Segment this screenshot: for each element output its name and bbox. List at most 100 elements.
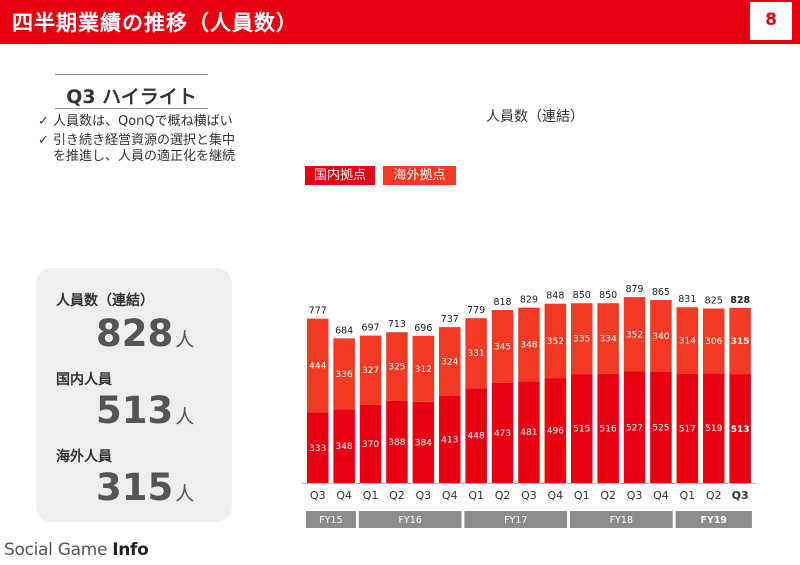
summary-panel: 人員数（連結） 828 人 国内人員 513 人 海外人員 315 人	[36, 268, 232, 522]
bar-domestic	[359, 404, 382, 483]
data-label-overseas: 314	[679, 336, 696, 346]
data-label-domestic: 448	[468, 432, 485, 442]
data-label-domestic: 515	[573, 425, 590, 435]
bar-domestic	[518, 381, 540, 483]
bar-domestic	[465, 388, 487, 483]
watermark: Social Game Info	[4, 540, 149, 560]
overseas-headcount-label: 海外人員	[56, 449, 112, 465]
data-label-overseas: 345	[494, 342, 511, 352]
data-label-domestic: 370	[362, 440, 379, 450]
bar-overseas	[333, 338, 355, 410]
data-label-overseas: 327	[362, 366, 379, 376]
x-tick-label: Q1	[363, 489, 379, 502]
chart-title: 人員数（連結）	[486, 109, 584, 125]
x-tick-label: Q4	[336, 489, 352, 502]
data-label-domestic: 516	[600, 424, 617, 434]
data-label-overseas: 334	[600, 335, 617, 345]
data-label-overseas: 340	[652, 332, 669, 342]
data-label-domestic: 519	[705, 424, 722, 434]
x-tick-label: Q3	[732, 489, 749, 502]
bar-domestic	[650, 371, 672, 483]
bar-overseas	[729, 307, 751, 375]
x-tick-label: Q3	[416, 489, 432, 502]
data-label-overseas: 324	[441, 357, 458, 367]
bar-domestic	[439, 395, 461, 483]
fiscal-year-band	[358, 511, 462, 528]
data-label-total: 713	[388, 319, 406, 330]
data-label-overseas: 335	[573, 335, 590, 345]
data-label-overseas: 352	[626, 330, 643, 340]
data-label-domestic: 388	[388, 438, 405, 448]
check-icon: ✓	[38, 114, 49, 129]
fiscal-year-band	[675, 511, 752, 528]
data-label-total: 696	[414, 323, 432, 334]
data-label-total: 850	[573, 290, 591, 301]
data-label-domestic: 517	[679, 424, 696, 434]
bar-overseas	[544, 303, 567, 379]
x-tick-label: Q1	[574, 489, 590, 502]
fiscal-year-band	[306, 511, 356, 528]
bar-overseas	[650, 300, 672, 372]
highlight-top-rule	[55, 74, 208, 75]
bar-overseas	[412, 335, 435, 402]
data-label-domestic: 333	[309, 444, 326, 454]
highlight-bullets: ✓ 人員数は、QonQで概ね横ばい ✓ 引き続き経営資源の選択と集中を推進し、人員の…	[38, 114, 268, 168]
data-label-domestic: 525	[652, 423, 669, 433]
fiscal-year-label: FY18	[610, 515, 633, 526]
x-tick-label: Q3	[627, 489, 643, 502]
x-tick-label: Q2	[389, 489, 405, 502]
bar-domestic	[571, 374, 593, 483]
data-label-total: 697	[361, 323, 379, 334]
x-tick-label: Q2	[495, 489, 511, 502]
data-label-total: 831	[678, 294, 696, 305]
data-label-domestic: 348	[336, 442, 353, 452]
data-label-overseas: 336	[336, 370, 353, 380]
data-label-domestic: 527	[626, 423, 643, 433]
data-label-domestic: 384	[415, 438, 432, 448]
overseas-headcount-value: 315 人	[96, 466, 195, 509]
bar-domestic	[491, 382, 514, 483]
bar-overseas	[386, 332, 408, 401]
bar-domestic	[386, 400, 408, 483]
data-label-total: 850	[599, 290, 617, 301]
highlight-bullet: ✓ 引き続き経営資源の選択と集中を推進し、人員の適正化を継続	[38, 133, 236, 164]
data-label-total: 865	[652, 287, 670, 298]
bar-domestic	[544, 378, 567, 483]
check-icon: ✓	[38, 133, 49, 148]
total-headcount-value: 828 人	[96, 312, 195, 355]
bar-domestic	[703, 373, 725, 483]
domestic-headcount-value: 513 人	[96, 389, 195, 432]
data-label-overseas: 444	[309, 362, 326, 372]
bar-overseas	[597, 303, 619, 374]
header-bar: 四半期業績の推移（人員数） 8	[0, 0, 800, 44]
data-label-overseas: 348	[520, 340, 537, 350]
bar-overseas	[465, 318, 487, 389]
highlight-title: Q3 ハイライト	[66, 86, 197, 108]
data-label-domestic: 413	[441, 435, 458, 445]
data-label-total: 828	[730, 295, 750, 306]
x-tick-label: Q1	[468, 489, 484, 502]
bar-domestic	[623, 371, 646, 483]
total-headcount-label: 人員数（連結）	[56, 293, 154, 309]
data-label-total: 879	[625, 284, 643, 295]
data-label-overseas: 352	[547, 337, 564, 347]
fiscal-year-label: FY19	[700, 515, 727, 526]
data-label-total: 829	[520, 295, 538, 306]
data-label-domestic: 473	[494, 429, 511, 439]
x-tick-label: Q2	[706, 489, 722, 502]
x-tick-label: Q3	[310, 489, 326, 502]
data-label-overseas: 312	[415, 365, 432, 375]
bar-domestic	[307, 412, 329, 483]
data-label-domestic: 513	[731, 425, 750, 435]
legend-domestic: 国内拠点	[305, 166, 375, 185]
data-label-total: 779	[467, 305, 485, 316]
fiscal-year-band	[570, 511, 673, 528]
data-label-total: 684	[335, 325, 353, 336]
fiscal-year-label: FY15	[319, 515, 342, 526]
data-label-domestic: 481	[520, 428, 537, 438]
data-label-total: 737	[441, 314, 459, 325]
data-label-total: 777	[309, 306, 327, 317]
bar-domestic	[333, 409, 355, 483]
x-tick-label: Q4	[442, 489, 458, 502]
bar-overseas	[676, 307, 699, 374]
